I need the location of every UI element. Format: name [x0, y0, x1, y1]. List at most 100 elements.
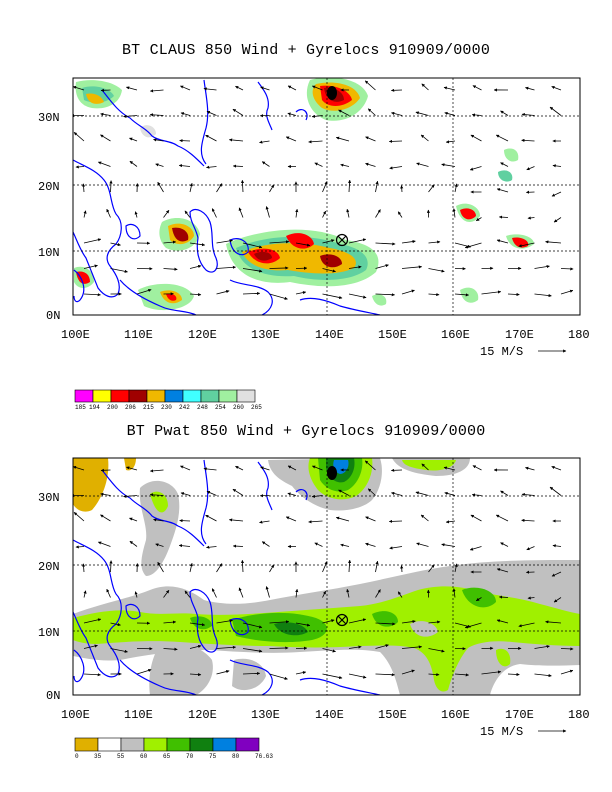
wind-vector [545, 620, 562, 624]
wind-vector [73, 85, 85, 91]
wind-vector [269, 240, 290, 244]
wind-vector [475, 217, 482, 222]
wind-vector [496, 568, 509, 573]
wind-vector [203, 467, 217, 471]
wind-vector [73, 465, 85, 471]
wind-vector [469, 166, 482, 171]
wind-vector [81, 183, 86, 193]
wind-vector [110, 648, 128, 653]
wind-vector [203, 87, 217, 91]
colorbar-label: 185 [75, 404, 86, 411]
wind-vector [322, 561, 328, 573]
panel2-lon-160e: 160E [441, 708, 470, 722]
wind-vector [265, 206, 270, 218]
wind-vector [109, 180, 113, 193]
wind-vector [206, 165, 217, 169]
wind-vector [110, 268, 128, 273]
wind-vector [527, 216, 535, 220]
wind-vector [83, 644, 98, 649]
wind-vector [551, 571, 562, 577]
wind-vector [110, 622, 121, 627]
wind-vector [155, 543, 164, 547]
wind-vector [500, 162, 509, 167]
wind-vector [495, 514, 509, 522]
wind-vector [295, 242, 311, 247]
panel2-wind-vectors [73, 460, 574, 680]
colorbar-label: 194 [89, 404, 100, 411]
wind-vector [518, 242, 535, 248]
wind-vector [83, 238, 102, 244]
wind-vector [401, 669, 415, 675]
colorbar-swatch [236, 389, 256, 403]
wind-vector [155, 163, 164, 167]
wind-vector [444, 491, 456, 496]
panel1-lon-110e: 110E [124, 328, 153, 342]
wind-vector [211, 208, 217, 218]
colorbar-swatch [189, 737, 214, 752]
wind-vector [216, 645, 236, 649]
colorbar-swatch [110, 389, 130, 403]
colorbar-label: 206 [125, 404, 136, 411]
panel1-lat-0n: 0N [46, 309, 60, 323]
wind-vector [83, 264, 98, 269]
wind-vector [81, 563, 86, 573]
colorbar-label: 75 [209, 753, 217, 760]
wind-vector [347, 179, 352, 193]
wind-vector [295, 208, 299, 218]
panel1-gridlines [73, 78, 580, 315]
wind-vector [129, 540, 138, 547]
wind-vector [375, 293, 395, 297]
wind-vector [242, 648, 263, 653]
panel2-lon-120e: 120E [188, 708, 217, 722]
wind-vector [397, 211, 403, 218]
panel2-frame [72, 457, 581, 696]
wind-vector [163, 620, 177, 624]
wind-vector [163, 209, 170, 218]
wind-vector [470, 134, 482, 142]
wind-vector [126, 86, 138, 91]
wind-vector [534, 265, 550, 269]
panel1-lat-20n: 20N [38, 180, 60, 194]
wind-vector [428, 268, 445, 273]
wind-vector [391, 491, 403, 496]
wind-vector [475, 597, 482, 602]
wind-vector [261, 161, 270, 167]
wind-vector [397, 591, 403, 598]
wind-vector [534, 293, 552, 298]
wind-vector [322, 590, 327, 598]
wind-vector [340, 543, 350, 547]
wind-vector [340, 163, 350, 167]
wind-vector [129, 160, 138, 167]
colorbar-swatch [143, 737, 168, 752]
wind-vector [472, 85, 482, 91]
wind-vector [428, 672, 440, 677]
wind-vector [189, 562, 193, 573]
wind-vector [287, 465, 297, 471]
colorbar-label: 60 [140, 753, 148, 760]
wind-vector [498, 595, 509, 599]
wind-vector [180, 465, 191, 471]
colorbar-label: 80 [232, 753, 240, 760]
wind-vector [322, 239, 335, 244]
panel1-wind-vectors [73, 80, 574, 300]
wind-vector [421, 83, 429, 91]
wind-vector [549, 106, 562, 116]
wind-vector [189, 242, 206, 247]
wind-vector [335, 136, 350, 142]
wind-vector [445, 140, 456, 144]
wind-vector [295, 622, 311, 627]
wind-vector [416, 542, 429, 547]
wind-vector [415, 491, 429, 496]
wind-vector [346, 208, 350, 218]
wind-vector [471, 113, 482, 117]
wind-vector [445, 520, 456, 524]
panel2-lon-110e: 110E [124, 708, 153, 722]
wind-vector [240, 559, 245, 573]
panel1-map: 30N 20N 10N 0N 100E 110E 120E 130E 140E … [38, 77, 590, 411]
wind-vector [375, 264, 389, 269]
colorbar-label: 76.63 [255, 753, 273, 760]
wind-vector [495, 134, 509, 142]
wind-vector [106, 588, 111, 598]
wind-vector [100, 492, 111, 496]
colorbar-label: 70 [186, 753, 194, 760]
